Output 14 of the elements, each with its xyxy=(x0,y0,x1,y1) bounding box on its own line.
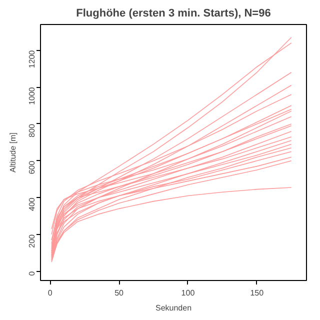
x-tick-label: 100 xyxy=(181,288,196,298)
y-tick-label: 800 xyxy=(28,123,36,138)
y-tick-label: 1200 xyxy=(28,50,36,68)
x-axis-title: Sekunden xyxy=(155,304,192,312)
y-tick-label: 0 xyxy=(28,270,36,276)
y-tick-label: 400 xyxy=(28,197,36,211)
y-tick-label: 1000 xyxy=(28,86,36,105)
y-axis-title: Altitude [m] xyxy=(8,132,18,173)
y-tick-label: 200 xyxy=(28,234,36,248)
x-tick-label: 50 xyxy=(114,288,124,298)
chart-title: Flughöhe (ersten 3 min. Starts), N=96 xyxy=(76,8,271,20)
y-tick-label: 600 xyxy=(28,160,36,174)
x-tick-label: 0 xyxy=(48,288,53,298)
x-tick-label: 150 xyxy=(250,288,264,298)
